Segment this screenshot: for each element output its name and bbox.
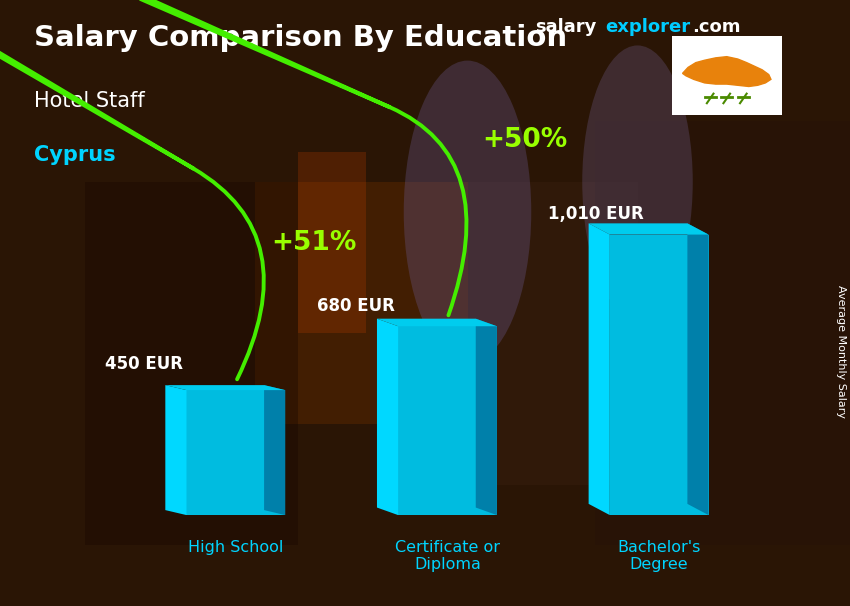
Polygon shape [186,390,286,515]
Text: Bachelor's
Degree: Bachelor's Degree [617,540,701,573]
Polygon shape [165,385,186,515]
Polygon shape [688,224,709,515]
Polygon shape [377,319,398,515]
Text: High School: High School [188,540,284,555]
Bar [298,152,366,333]
Text: salary: salary [536,18,597,36]
Polygon shape [398,326,497,515]
Polygon shape [377,319,497,326]
Text: .com: .com [692,18,740,36]
Text: Certificate or
Diploma: Certificate or Diploma [395,540,500,573]
Bar [468,182,638,485]
Polygon shape [165,385,286,390]
Text: explorer: explorer [605,18,690,36]
Text: +50%: +50% [483,127,568,153]
Polygon shape [609,235,709,515]
Text: 1,010 EUR: 1,010 EUR [547,205,643,224]
Bar [595,121,850,545]
Text: 680 EUR: 680 EUR [317,297,394,315]
Polygon shape [476,319,497,515]
Bar [85,182,298,545]
Polygon shape [588,224,609,515]
Text: Average Monthly Salary: Average Monthly Salary [836,285,846,418]
Bar [255,182,468,424]
Text: Cyprus: Cyprus [34,145,116,165]
Text: 450 EUR: 450 EUR [105,356,183,373]
Text: Hotel Staff: Hotel Staff [34,91,144,111]
Text: Salary Comparison By Education: Salary Comparison By Education [34,24,567,52]
Ellipse shape [404,61,531,364]
Polygon shape [588,224,709,235]
Text: +51%: +51% [271,230,356,256]
Polygon shape [683,56,771,87]
Ellipse shape [582,45,693,318]
Polygon shape [264,385,286,515]
